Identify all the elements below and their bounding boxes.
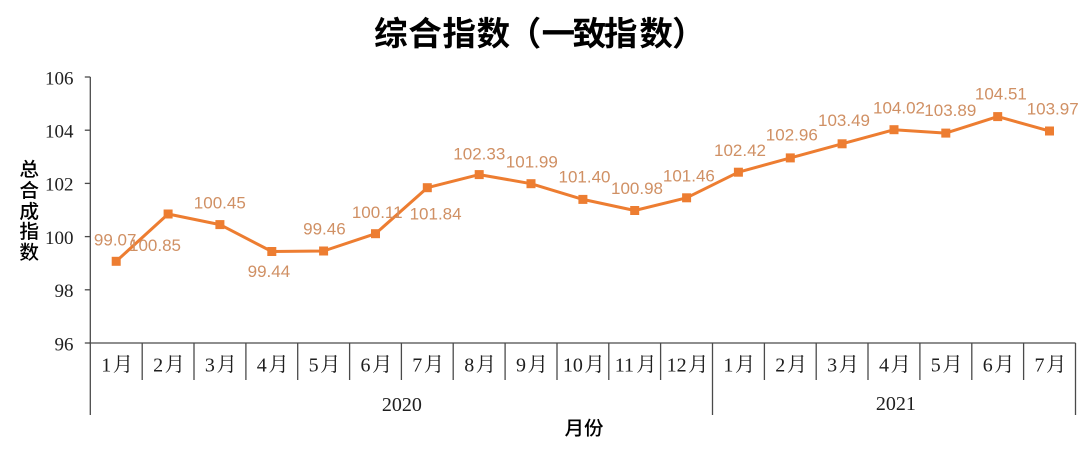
- svg-text:2: 2: [153, 354, 163, 376]
- svg-text:5: 5: [309, 354, 319, 376]
- svg-text:7: 7: [412, 354, 422, 376]
- svg-text:102.96: 102.96: [766, 126, 818, 145]
- svg-text:103.89: 103.89: [924, 101, 976, 120]
- svg-text:2021: 2021: [876, 393, 916, 415]
- svg-text:101.84: 101.84: [410, 205, 462, 224]
- svg-text:100: 100: [45, 228, 74, 249]
- svg-text:3: 3: [205, 354, 215, 376]
- svg-text:99.44: 99.44: [248, 262, 291, 281]
- svg-text:99.46: 99.46: [303, 220, 346, 239]
- svg-text:100.45: 100.45: [194, 194, 246, 213]
- svg-text:2: 2: [775, 354, 785, 376]
- svg-text:101.40: 101.40: [559, 167, 611, 186]
- svg-text:102.42: 102.42: [714, 141, 766, 160]
- svg-text:9: 9: [516, 354, 526, 376]
- svg-text:98: 98: [55, 281, 74, 302]
- svg-text:100.11: 100.11: [352, 203, 403, 222]
- svg-text:101.46: 101.46: [663, 167, 715, 186]
- svg-text:1: 1: [723, 354, 733, 376]
- svg-text:104.02: 104.02: [873, 99, 925, 118]
- svg-text:3: 3: [827, 354, 837, 376]
- svg-text:103.49: 103.49: [818, 111, 870, 130]
- svg-text:11: 11: [615, 354, 634, 376]
- svg-text:10: 10: [563, 354, 583, 376]
- svg-text:106: 106: [45, 68, 74, 89]
- svg-text:6: 6: [361, 354, 371, 376]
- svg-text:101.99: 101.99: [506, 153, 558, 172]
- svg-text:103.97: 103.97: [1027, 100, 1079, 119]
- svg-text:4: 4: [879, 354, 889, 376]
- svg-text:7: 7: [1035, 354, 1045, 376]
- svg-text:4: 4: [257, 354, 267, 376]
- svg-text:99.07: 99.07: [94, 231, 137, 250]
- svg-text:104: 104: [45, 122, 74, 143]
- svg-text:96: 96: [55, 334, 74, 355]
- svg-text:104.51: 104.51: [975, 84, 1027, 103]
- svg-text:102.33: 102.33: [453, 144, 505, 163]
- svg-text:100.85: 100.85: [129, 236, 181, 255]
- svg-text:6: 6: [983, 354, 993, 376]
- svg-text:100.98: 100.98: [611, 179, 663, 198]
- svg-text:2020: 2020: [382, 394, 422, 416]
- svg-text:5: 5: [931, 354, 941, 376]
- svg-text:12: 12: [667, 354, 687, 376]
- svg-text:102: 102: [45, 175, 74, 196]
- svg-text:8: 8: [464, 354, 474, 376]
- svg-text:1: 1: [101, 354, 111, 376]
